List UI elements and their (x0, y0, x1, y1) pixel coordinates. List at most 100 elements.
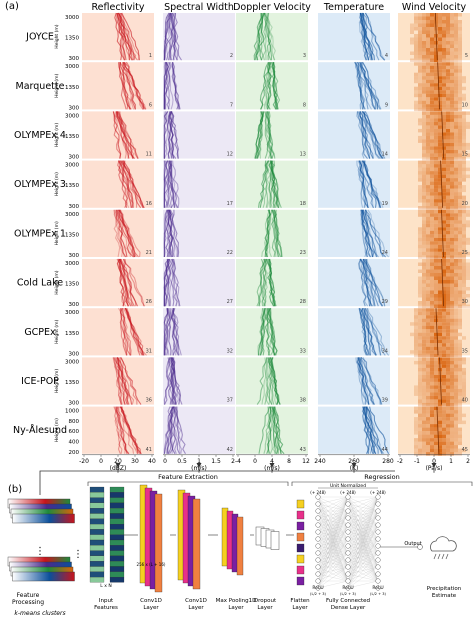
x-tick-label: 240 (314, 458, 326, 465)
panel-background (163, 259, 235, 307)
dense-node (345, 557, 351, 563)
panel-b-diagram: Feature Extraction Regression ⋮ ⋮ FeaturePro… (7, 470, 473, 617)
bracket (291, 481, 473, 486)
profile-lines (253, 12, 276, 61)
relu-label: ReLU (372, 585, 383, 591)
profile-lines (163, 61, 181, 110)
panel-number: 13 (300, 152, 306, 158)
dense-node (375, 585, 381, 591)
y-tick-label: 3000 (65, 310, 79, 316)
input-cell (89, 576, 105, 583)
profile-lines (112, 357, 142, 405)
panel-number: 36 (146, 398, 152, 404)
y-axis-label: Height (m) (54, 319, 60, 343)
site-label: Ny-Ålesund (13, 424, 67, 436)
dense-size-label: (+ 248) (310, 490, 326, 495)
flatten-cell (296, 565, 305, 575)
y-tick-label: 3000 (65, 212, 79, 218)
dense-node (375, 501, 381, 507)
x-tick-label: 4 (270, 458, 274, 465)
panel-number: 18 (300, 201, 306, 207)
dense-edge (317, 552, 349, 589)
layer-label: Max Pooling1D (216, 598, 257, 604)
x-tick-label: -1 (414, 458, 420, 465)
panel-background (236, 13, 308, 61)
panel-number: 2 (230, 53, 233, 59)
x-tick-label: 280 (382, 458, 394, 465)
dense-edge (347, 538, 379, 582)
arrow-head (115, 463, 121, 468)
profile-lines (163, 308, 182, 356)
x-tick-label: 260 (348, 458, 360, 465)
dense-edge (347, 496, 379, 554)
panel-number: 30 (462, 299, 468, 305)
y-axis-label: Height (m) (54, 172, 60, 196)
profile-lines (118, 307, 147, 356)
y-axis-label: Height (m) (54, 270, 60, 294)
dense-edge (347, 510, 379, 582)
dense-node (345, 536, 351, 542)
panel-number: 39 (382, 398, 388, 404)
unit-normalized-label: Unit Normalized (330, 483, 366, 489)
precip-label: Precipitation (427, 586, 462, 592)
input-cell (89, 561, 105, 567)
dense-node (375, 522, 381, 528)
y-tick-label: 3000 (65, 163, 79, 169)
panel-number: 14 (382, 152, 388, 158)
profile-lines (410, 308, 466, 358)
dense-edge (347, 496, 379, 589)
profile-lines (113, 209, 141, 258)
dense-node (375, 571, 381, 577)
layer-label: Input (99, 598, 114, 604)
x-tick-label: -4 (235, 458, 241, 465)
dense-edge (317, 538, 349, 589)
y-tick-label: 3000 (65, 359, 79, 365)
dense-edge (347, 580, 379, 589)
panel-background (236, 209, 308, 257)
panel-number: 25 (462, 250, 468, 256)
input-cell (89, 571, 105, 578)
panel-number: 40 (462, 398, 468, 404)
dense-node (315, 501, 321, 507)
dense-size-label: (+ 248) (340, 490, 356, 495)
kmeans-label: k-means clusters (14, 610, 65, 617)
layer-label: Layer (292, 605, 308, 611)
panel-number: 19 (382, 201, 388, 207)
panel-number: 20 (462, 201, 468, 207)
dense-node (375, 536, 381, 542)
input-cell (109, 576, 125, 583)
profile-lines (256, 258, 277, 307)
dense-edge (317, 580, 349, 589)
dense-edge (347, 496, 379, 519)
panel-background (236, 62, 308, 110)
x-tick-label: 0 (99, 458, 103, 465)
input-cell (89, 566, 105, 572)
routing-line (39, 470, 395, 495)
cloud-rain-icon (430, 536, 457, 560)
panel-number: 31 (146, 348, 152, 354)
x-axes: -20 0 20 30 40(dBZ)0 0.5 1 1.5 2(m/s)-4 0 4 8 12(m/s… (79, 454, 470, 473)
dense-node (315, 550, 321, 556)
y-tick-label: 400 (69, 440, 80, 446)
dense-node (315, 522, 321, 528)
dense-node (345, 550, 351, 556)
dense-edge (347, 552, 379, 589)
arrow-head (196, 463, 202, 468)
dense-edge (317, 566, 349, 582)
flatten-cell (296, 510, 305, 520)
dense-edge (317, 496, 349, 561)
input-cell (89, 518, 105, 525)
y-tick-label: 800 (69, 419, 80, 425)
input-cell (109, 523, 125, 530)
profile-lines (113, 406, 142, 455)
input-cell (109, 561, 125, 567)
feature-processing-label: Processing (12, 599, 44, 606)
x-tick-label: 12 (302, 458, 310, 465)
profile-lines (254, 111, 276, 159)
dense-node (345, 501, 351, 507)
panel-background (236, 259, 308, 307)
dense-edge (347, 496, 379, 533)
dense-edge (347, 566, 379, 582)
column-title: Doppler Velocity (233, 2, 311, 13)
site-label: GCPEx (24, 327, 56, 338)
